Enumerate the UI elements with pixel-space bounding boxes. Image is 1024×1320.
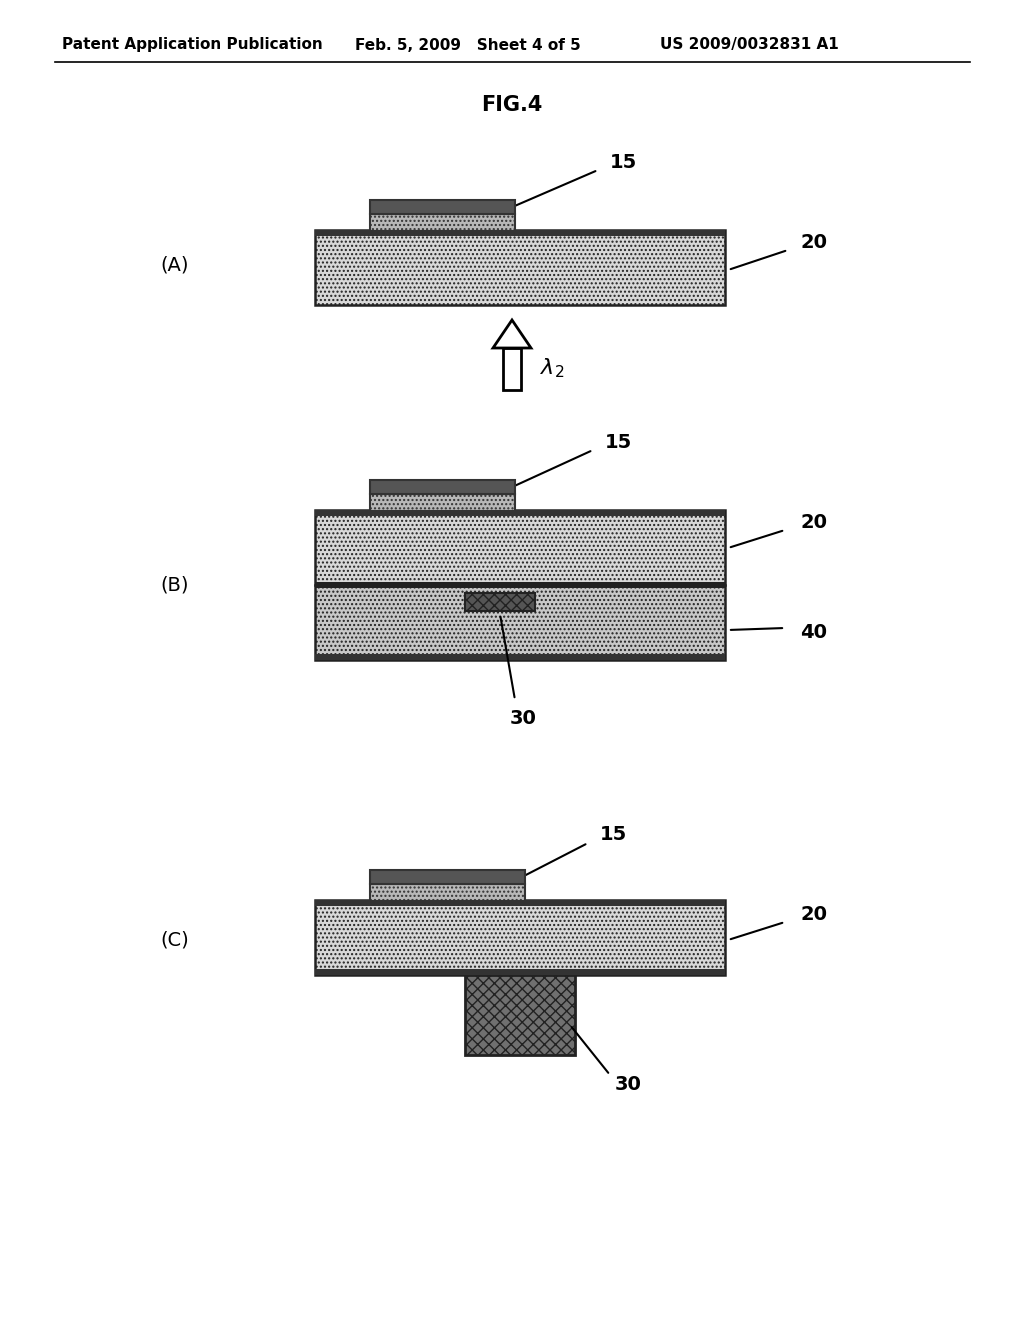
- Text: 40: 40: [800, 623, 827, 643]
- Bar: [370, 480, 515, 494]
- Text: 30: 30: [510, 709, 537, 727]
- Bar: [315, 582, 725, 587]
- Text: (B): (B): [161, 576, 189, 594]
- Bar: [315, 900, 725, 906]
- Text: 30: 30: [615, 1076, 642, 1094]
- Text: (A): (A): [161, 256, 189, 275]
- Text: 15: 15: [600, 825, 628, 845]
- Bar: [465, 975, 575, 1055]
- Text: Patent Application Publication: Patent Application Publication: [62, 37, 323, 53]
- Bar: [370, 214, 515, 231]
- Bar: [315, 230, 725, 305]
- Bar: [315, 653, 725, 660]
- Bar: [370, 494, 515, 511]
- Bar: [315, 969, 725, 975]
- Text: 15: 15: [610, 153, 637, 172]
- Bar: [465, 593, 535, 611]
- Text: Feb. 5, 2009   Sheet 4 of 5: Feb. 5, 2009 Sheet 4 of 5: [355, 37, 581, 53]
- Bar: [315, 510, 725, 585]
- Text: $\lambda_2$: $\lambda_2$: [540, 356, 564, 380]
- Polygon shape: [493, 319, 531, 348]
- Text: 15: 15: [605, 433, 632, 451]
- Bar: [315, 585, 725, 660]
- Bar: [370, 201, 515, 214]
- Text: 20: 20: [800, 512, 827, 532]
- Text: 20: 20: [800, 232, 827, 252]
- Bar: [315, 510, 725, 516]
- Text: FIG.4: FIG.4: [481, 95, 543, 115]
- Bar: [315, 230, 725, 236]
- Text: (C): (C): [161, 931, 189, 949]
- Text: US 2009/0032831 A1: US 2009/0032831 A1: [660, 37, 839, 53]
- Bar: [315, 900, 725, 975]
- Text: 20: 20: [800, 904, 827, 924]
- Bar: [370, 884, 525, 902]
- Bar: [370, 870, 525, 884]
- Bar: [503, 348, 521, 389]
